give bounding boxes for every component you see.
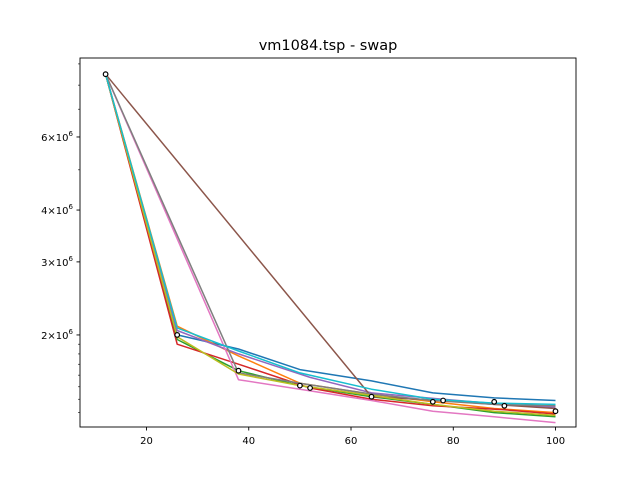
best-point-marker [235,367,242,374]
chart-title: vm1084.tsp - swap [259,38,398,54]
best-point-marker [368,393,375,400]
x-tick-label: 80 [447,436,460,447]
best-point-marker [429,398,436,405]
best-point-marker [174,332,181,338]
best-point-marker [307,385,314,391]
best-point-marker [501,402,508,409]
y-tick-label: 6×106 [41,130,73,144]
series-line-9 [104,74,556,417]
best-point-marker [552,408,559,415]
plot-area: 20 40 60 80 100 2×106 3×106 4×106 6×106 [41,57,577,447]
series-line-1 [104,74,556,402]
x-tick-label: 20 [140,436,153,447]
x-tick-label: 100 [546,436,565,447]
y-tick-label: 3×106 [41,255,73,269]
best-point-marker [297,382,303,389]
best-point-marker [102,71,109,78]
series-line-7 [104,73,556,424]
axes-frame [79,57,577,428]
x-tick-label: 60 [345,436,358,447]
best-point-marker [440,397,447,404]
y-tick-label: 4×106 [41,203,73,217]
series-line-10 [104,73,556,406]
best-point-marker [491,398,498,405]
x-tick-label: 40 [242,436,255,447]
y-tick-label: 2×106 [41,328,73,342]
series-line-4 [104,74,556,415]
